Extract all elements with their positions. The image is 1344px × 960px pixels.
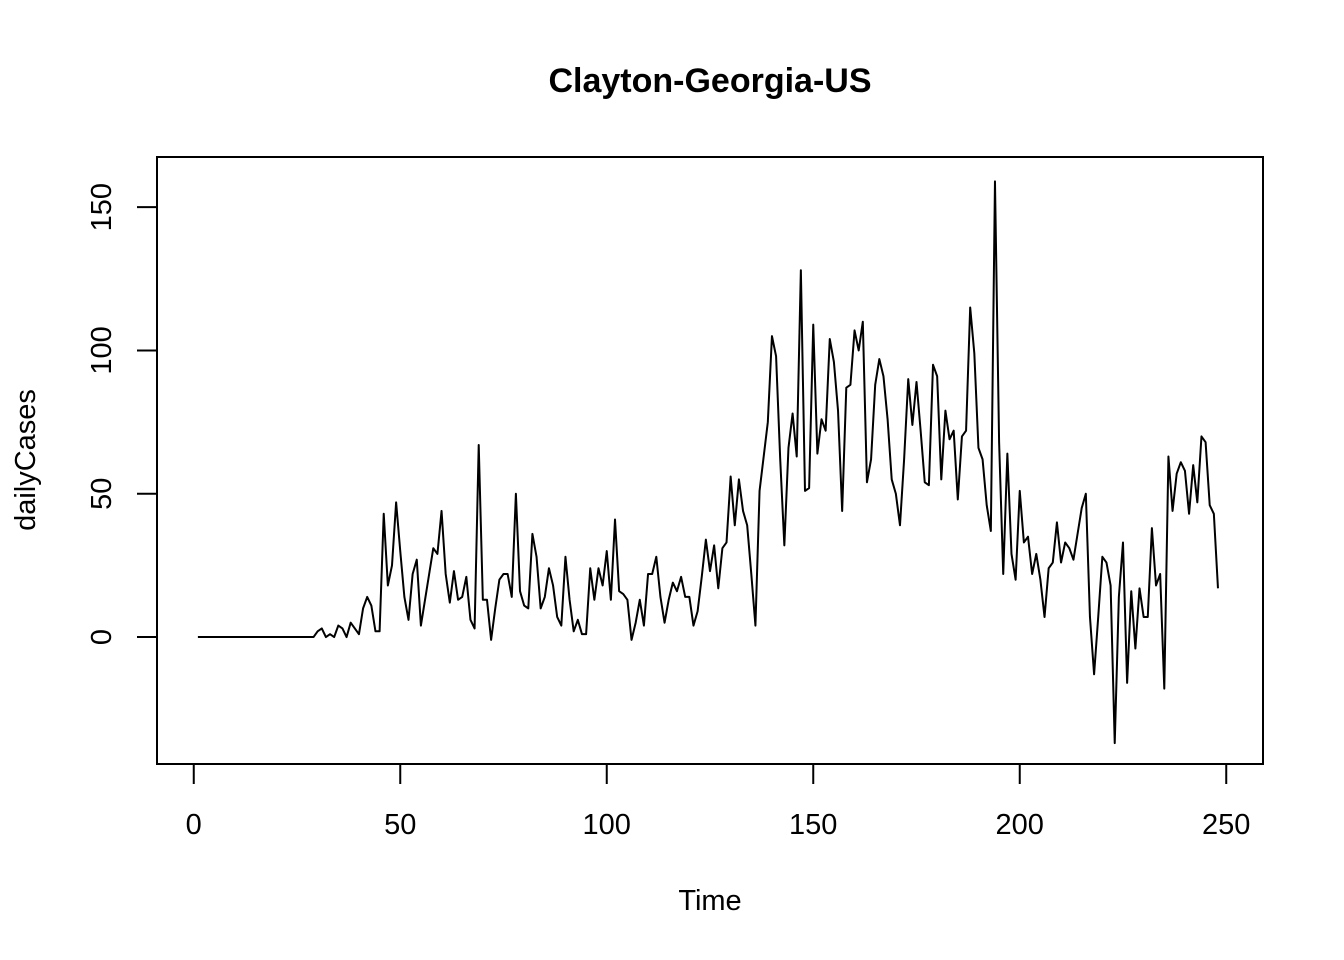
plot-frame xyxy=(156,156,1264,765)
x-tick-label-100: 100 xyxy=(583,809,631,841)
x-tick-label-0: 0 xyxy=(186,809,202,841)
x-axis-label: Time xyxy=(678,885,741,917)
y-tick-label-100: 100 xyxy=(86,326,118,374)
x-tick-label-150: 150 xyxy=(789,809,837,841)
y-axis: 0 50 100 150 xyxy=(86,183,157,645)
y-tick-label-50: 50 xyxy=(86,478,118,510)
x-tick-label-250: 250 xyxy=(1202,809,1250,841)
y-axis-label: dailyCases xyxy=(10,389,42,531)
y-tick-label-150: 150 xyxy=(86,183,118,231)
chart-title: Clayton-Georgia-US xyxy=(548,62,871,100)
y-tick-label-0: 0 xyxy=(86,629,118,645)
series-line-dailycases xyxy=(197,180,1219,745)
x-tick-label-200: 200 xyxy=(996,809,1044,841)
x-axis: 0 50 100 150 200 250 xyxy=(186,763,1250,841)
x-tick-label-50: 50 xyxy=(384,809,416,841)
